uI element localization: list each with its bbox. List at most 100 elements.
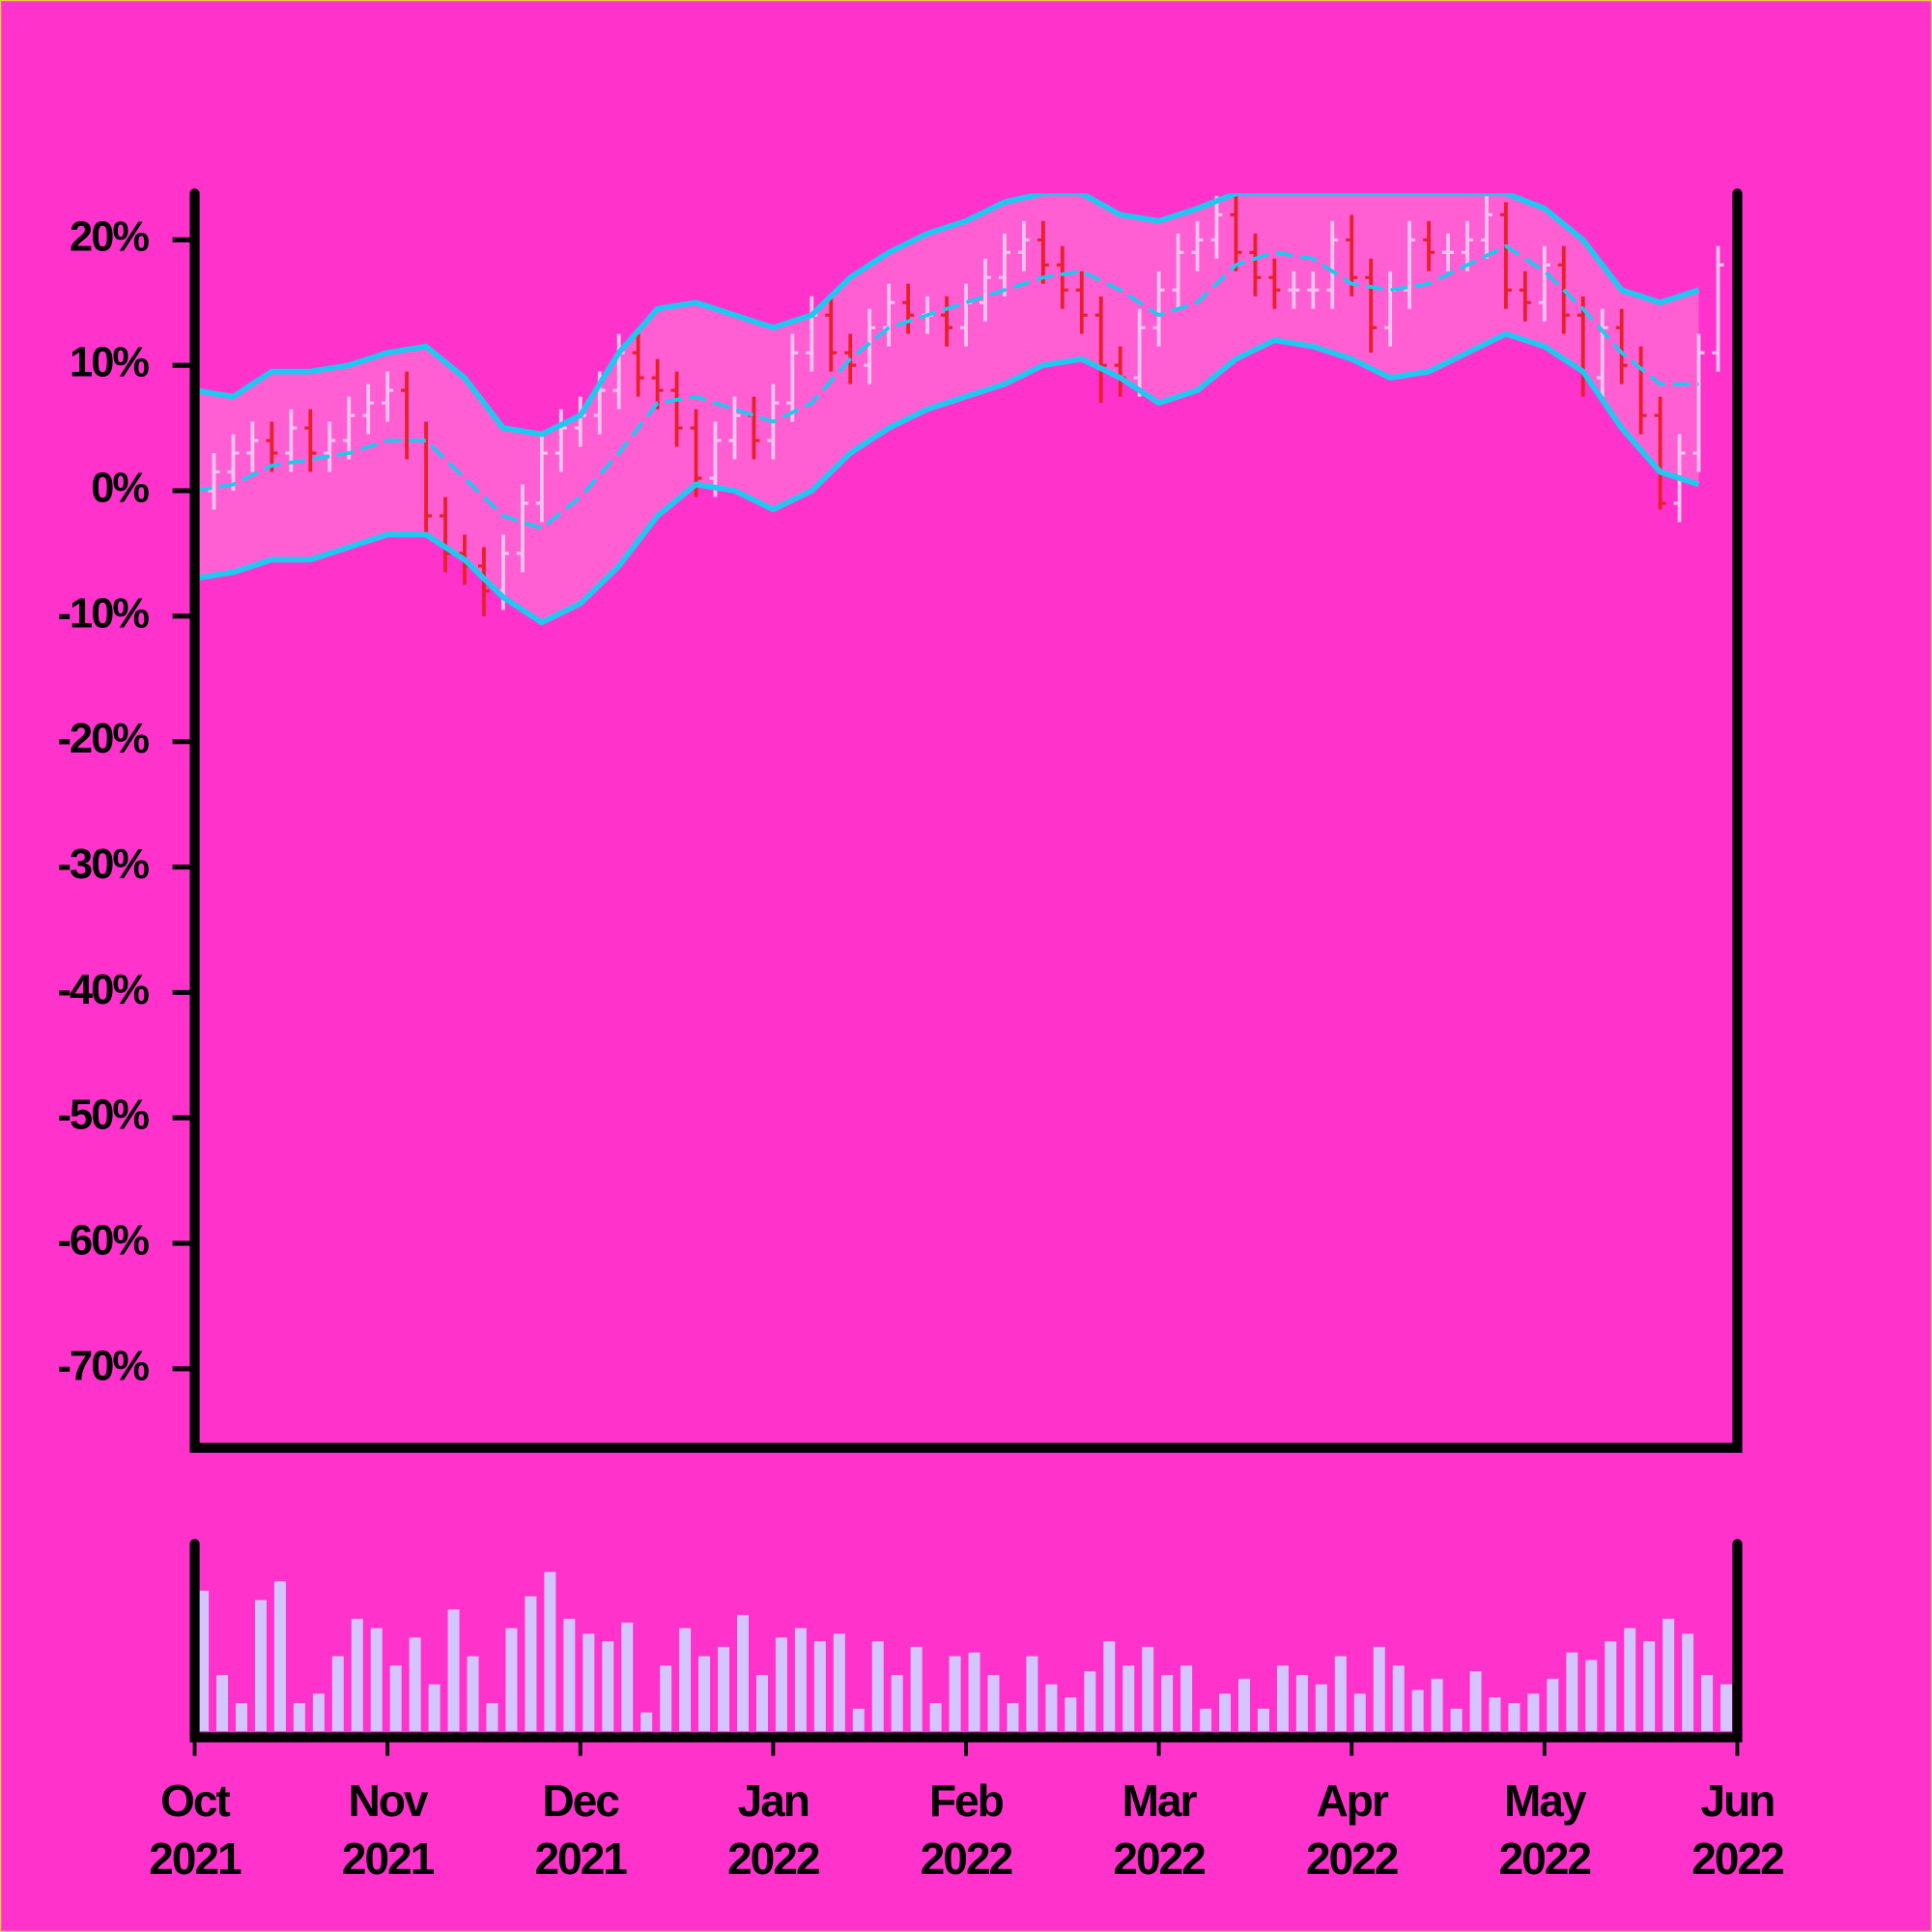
- volume-bar: [1007, 1703, 1019, 1732]
- x-tick-label: Oct 2021: [149, 1776, 242, 1885]
- volume-bar: [1682, 1634, 1694, 1732]
- volume-bar: [987, 1674, 1000, 1732]
- volume-bar: [737, 1614, 749, 1732]
- volume-bar: [1527, 1693, 1540, 1732]
- volume-bar: [1508, 1703, 1520, 1732]
- volume-bar: [486, 1703, 498, 1732]
- volume-bar: [1605, 1641, 1617, 1732]
- x-tick-label: Nov 2021: [341, 1776, 435, 1885]
- volume-bar: [891, 1674, 903, 1732]
- volume-bar: [910, 1646, 923, 1732]
- x-tick-label: Jan 2022: [727, 1776, 820, 1885]
- y-tick-label: -20%: [57, 716, 149, 762]
- volume-bar: [1411, 1690, 1424, 1732]
- volume-bar: [640, 1712, 653, 1732]
- volume-bar: [660, 1665, 672, 1732]
- x-tick-label: Apr 2022: [1305, 1776, 1399, 1885]
- volume-bar: [1720, 1684, 1733, 1732]
- volume-bar: [582, 1634, 595, 1732]
- band-middle: [194, 243, 1699, 530]
- volume-bar: [428, 1684, 440, 1732]
- volume-bar: [1219, 1693, 1232, 1732]
- volume-bar: [1103, 1641, 1116, 1732]
- x-tick-label-box: Nov 2021: [341, 1776, 435, 1885]
- band-upper: [194, 193, 1700, 438]
- volume-bar: [852, 1708, 865, 1732]
- volume-bar: [1200, 1708, 1212, 1732]
- x-tick-label-box: Feb 2022: [920, 1776, 1013, 1885]
- volume-bar: [273, 1580, 286, 1732]
- volume-bar: [525, 1596, 537, 1732]
- x-tick-label: May 2022: [1498, 1776, 1592, 1885]
- volume-bar: [1469, 1671, 1482, 1732]
- volume-bar: [370, 1628, 383, 1732]
- price-plot: [194, 193, 1724, 626]
- x-tick-label: Mar 2022: [1113, 1776, 1206, 1885]
- volume-bar: [1045, 1684, 1058, 1732]
- volume-bar: [833, 1634, 845, 1732]
- band-lower: [194, 330, 1700, 626]
- volume-bar: [1643, 1641, 1656, 1732]
- volume-bar: [1065, 1697, 1077, 1732]
- volume-bar: [1257, 1708, 1269, 1732]
- x-tick-label-box: Apr 2022: [1305, 1776, 1399, 1885]
- volume-bar: [871, 1641, 884, 1732]
- volume-bar: [216, 1674, 229, 1732]
- volume-bar: [929, 1703, 942, 1732]
- volume-bar: [505, 1628, 518, 1732]
- volume-bar: [621, 1622, 634, 1732]
- volume-bar: [544, 1572, 556, 1732]
- volume-bar: [409, 1637, 421, 1732]
- volume-bar: [1180, 1665, 1193, 1732]
- x-tick-label: Jun 2022: [1691, 1776, 1784, 1885]
- volume-bar: [813, 1641, 826, 1732]
- volume-bar: [949, 1656, 961, 1732]
- volume-bar: [968, 1652, 980, 1732]
- volume-bar: [1489, 1697, 1501, 1732]
- volume-bar: [1392, 1665, 1405, 1732]
- y-tick-label: -10%: [57, 590, 149, 637]
- y-tick-label: -70%: [57, 1343, 149, 1389]
- volume-bar: [1373, 1646, 1385, 1732]
- volume-bar: [1295, 1674, 1308, 1732]
- axis-frame: [189, 188, 1743, 1453]
- y-tick-label: -60%: [57, 1218, 149, 1264]
- x-tick-label: Feb 2022: [920, 1776, 1013, 1885]
- y-tick-label: -30%: [57, 841, 149, 888]
- volume-bar: [679, 1628, 692, 1732]
- volume-bar: [1431, 1678, 1443, 1732]
- x-tick-label-box: Jan 2022: [727, 1776, 820, 1885]
- y-tick-label: -40%: [57, 967, 149, 1013]
- volume-bar: [467, 1656, 479, 1732]
- y-tick-label: 20%: [70, 214, 149, 261]
- volume-bar: [1701, 1674, 1714, 1732]
- volume-bar: [1566, 1652, 1578, 1732]
- volume-bar: [775, 1637, 787, 1732]
- volume-bar: [293, 1703, 305, 1732]
- volume-bar: [1238, 1678, 1250, 1732]
- volume-bar: [1084, 1671, 1096, 1732]
- x-tick-label-box: Dec 2021: [534, 1776, 628, 1885]
- volume-bar: [1122, 1665, 1135, 1732]
- volume-bar: [236, 1703, 247, 1732]
- volume-bar: [718, 1646, 730, 1732]
- x-tick-label-box: Oct 2021: [149, 1776, 242, 1885]
- volume-bar: [1585, 1660, 1598, 1732]
- y-tick-label: 0%: [91, 465, 149, 511]
- volume-bar: [755, 1674, 768, 1732]
- volume-bar: [1142, 1646, 1154, 1732]
- volume-bar: [794, 1628, 807, 1732]
- y-tick-label: -50%: [57, 1093, 149, 1139]
- volume-bar: [698, 1656, 711, 1732]
- volume-bar: [1026, 1656, 1038, 1732]
- volume-bar: [1334, 1656, 1347, 1732]
- volume-bar: [1276, 1665, 1289, 1732]
- x-tick-label: Dec 2021: [534, 1776, 628, 1885]
- volume-bar: [1450, 1708, 1463, 1732]
- volume-bar: [254, 1600, 267, 1732]
- y-tick-label: 10%: [70, 340, 149, 386]
- x-tick-label-box: Mar 2022: [1113, 1776, 1206, 1885]
- volume-bar: [447, 1609, 460, 1732]
- band-fill: [194, 193, 1699, 623]
